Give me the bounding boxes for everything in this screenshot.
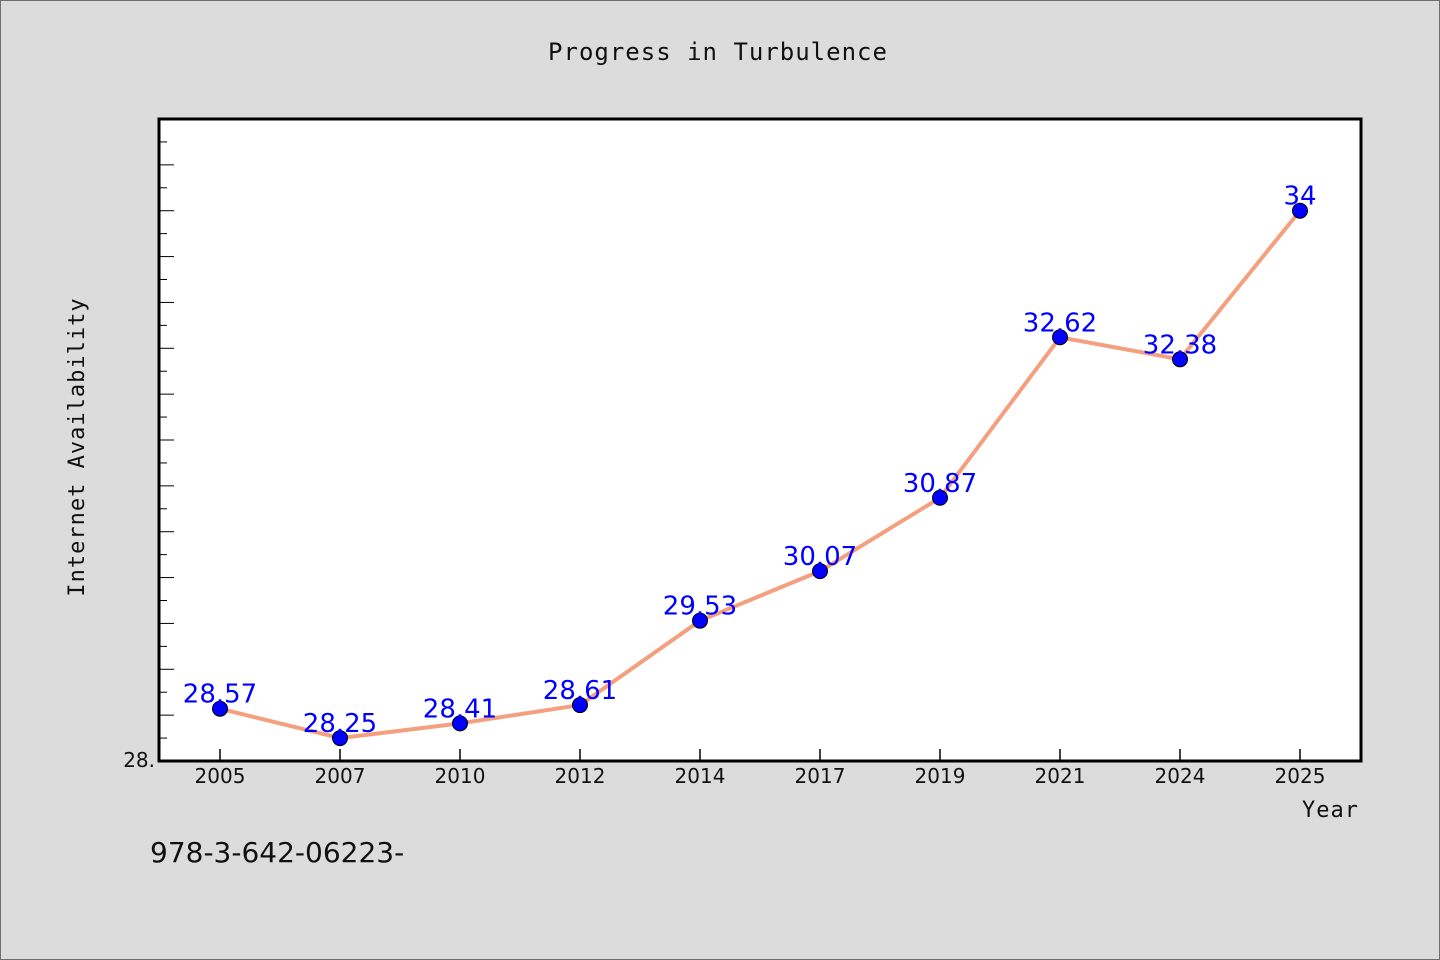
- data-label: 30.07: [783, 542, 857, 572]
- x-tick-label: 2007: [315, 764, 366, 788]
- data-label: 28.61: [543, 676, 617, 706]
- data-label: 28.25: [303, 709, 377, 739]
- data-label: 32.62: [1023, 308, 1097, 338]
- data-point: [812, 563, 828, 580]
- plot-area: [157, 117, 1363, 763]
- data-point: [1052, 329, 1068, 346]
- data-label: 32.38: [1143, 330, 1217, 360]
- data-point: [1172, 351, 1188, 368]
- data-label: 29.53: [663, 592, 737, 622]
- x-tick-label: 2019: [915, 764, 966, 788]
- x-tick-label: 2005: [195, 764, 246, 788]
- x-tick-label: 2010: [435, 764, 486, 788]
- x-tick-label: 2012: [555, 764, 606, 788]
- data-label: 30.87: [903, 469, 977, 499]
- x-axis-label: Year: [1302, 798, 1359, 823]
- data-point: [212, 700, 228, 717]
- data-point: [1292, 202, 1308, 219]
- x-tick-label: 2017: [795, 764, 846, 788]
- data-point: [572, 697, 588, 714]
- x-tick-label: 2014: [675, 764, 726, 788]
- series-line: [219, 209, 1302, 741]
- data-point: [452, 715, 468, 732]
- data-point: [692, 612, 708, 629]
- data-point: [932, 489, 948, 506]
- x-axis-ticks: 2005 2007 2010 2012 2014 2017 2019 2021 2024 2025: [195, 749, 1326, 788]
- series-group: 28.57 28.25 28.41 28.61 29.53 30.07 30.87 32.62…: [183, 182, 1317, 747]
- x-tick-label: 2025: [1275, 764, 1326, 788]
- data-label: 28.41: [423, 694, 497, 724]
- chart-title: Progress in Turbulence: [548, 38, 888, 66]
- x-tick-label: 2024: [1155, 764, 1206, 788]
- data-label: 28.57: [183, 680, 257, 710]
- y-axis-ticks: [159, 141, 174, 739]
- y-axis-label: Internet Availability: [65, 297, 90, 596]
- x-tick-label: 2021: [1035, 764, 1086, 788]
- y-tick-label: 28.: [123, 748, 155, 772]
- data-label: 34: [1283, 182, 1316, 212]
- data-point: [332, 730, 348, 747]
- footer-text: 978-3-642-06223-: [150, 836, 404, 869]
